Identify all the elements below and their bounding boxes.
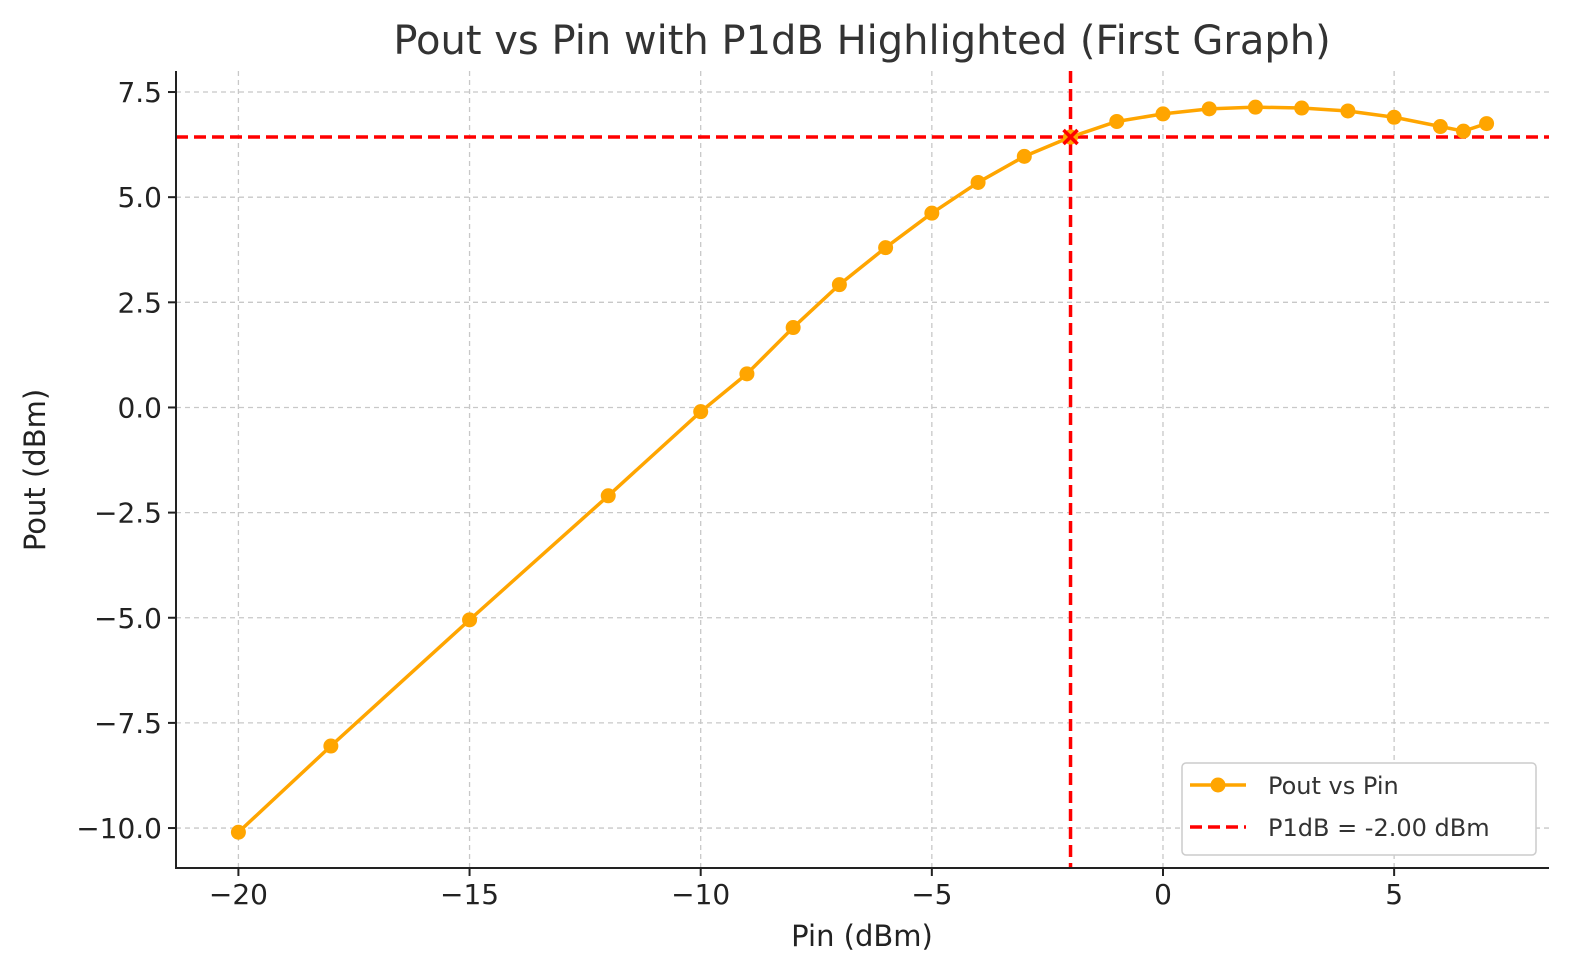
y-tick-label: −7.5	[94, 707, 162, 740]
data-point	[1432, 119, 1448, 135]
data-point	[878, 240, 894, 256]
grid	[176, 71, 1549, 868]
data-point	[1294, 100, 1310, 116]
data-point	[1201, 101, 1217, 117]
data-point	[600, 488, 616, 504]
chart-title: Pout vs Pin with P1dB Highlighted (First…	[393, 18, 1330, 64]
x-ticks: −20 −15 −10 −5 0 5	[209, 868, 1403, 911]
x-tick-label: −10	[671, 878, 730, 911]
p1db-reference-lines	[176, 71, 1549, 868]
data-point	[970, 174, 986, 190]
x-tick-label: 5	[1385, 878, 1403, 911]
legend-marker-swatch	[1210, 777, 1226, 793]
legend-box	[1181, 762, 1537, 856]
data-point	[831, 277, 847, 293]
data-point	[1479, 116, 1495, 132]
p1db-point-marker	[1062, 128, 1079, 146]
data-point	[1340, 103, 1356, 119]
y-tick-label: 7.5	[117, 76, 162, 109]
p1db-marker-stroke	[1062, 128, 1079, 146]
y-tick-label: −10.0	[76, 812, 162, 845]
data-point	[230, 824, 246, 840]
x-axis-label: Pin (dBm)	[791, 919, 933, 953]
data-point	[1109, 113, 1125, 129]
data-point	[924, 205, 940, 221]
x-tick-label: −15	[440, 878, 499, 911]
y-axis-label: Pout (dBm)	[18, 389, 52, 551]
p1db-marker-layer	[1062, 128, 1079, 146]
data-point	[1386, 109, 1402, 125]
legend-label-p1db: P1dB = -2.00 dBm	[1268, 814, 1490, 842]
y-tick-label: 0.0	[117, 391, 162, 424]
data-point	[739, 366, 755, 382]
legend: Pout vs Pin P1dB = -2.00 dBm	[1181, 762, 1537, 856]
y-tick-label: 2.5	[117, 286, 162, 319]
data-point	[323, 738, 339, 754]
axes	[175, 71, 1549, 869]
data-point	[1247, 99, 1263, 115]
x-tick-label: 0	[1154, 878, 1172, 911]
y-tick-label: −2.5	[94, 497, 162, 530]
data-point	[1455, 123, 1471, 139]
data-point	[1155, 106, 1171, 122]
data-point	[785, 320, 801, 336]
x-tick-label: −5	[911, 878, 952, 911]
x-tick-label: −20	[209, 878, 268, 911]
y-tick-label: −5.0	[94, 602, 162, 635]
series-layer	[230, 99, 1495, 840]
legend-label-series: Pout vs Pin	[1268, 772, 1399, 800]
data-point	[462, 612, 478, 628]
y-ticks: −10.0 −7.5 −5.0 −2.5 0.0 2.5 5.0 7.5	[76, 76, 176, 845]
data-point	[1016, 148, 1032, 164]
y-tick-label: 5.0	[117, 181, 162, 214]
data-point	[693, 404, 709, 420]
